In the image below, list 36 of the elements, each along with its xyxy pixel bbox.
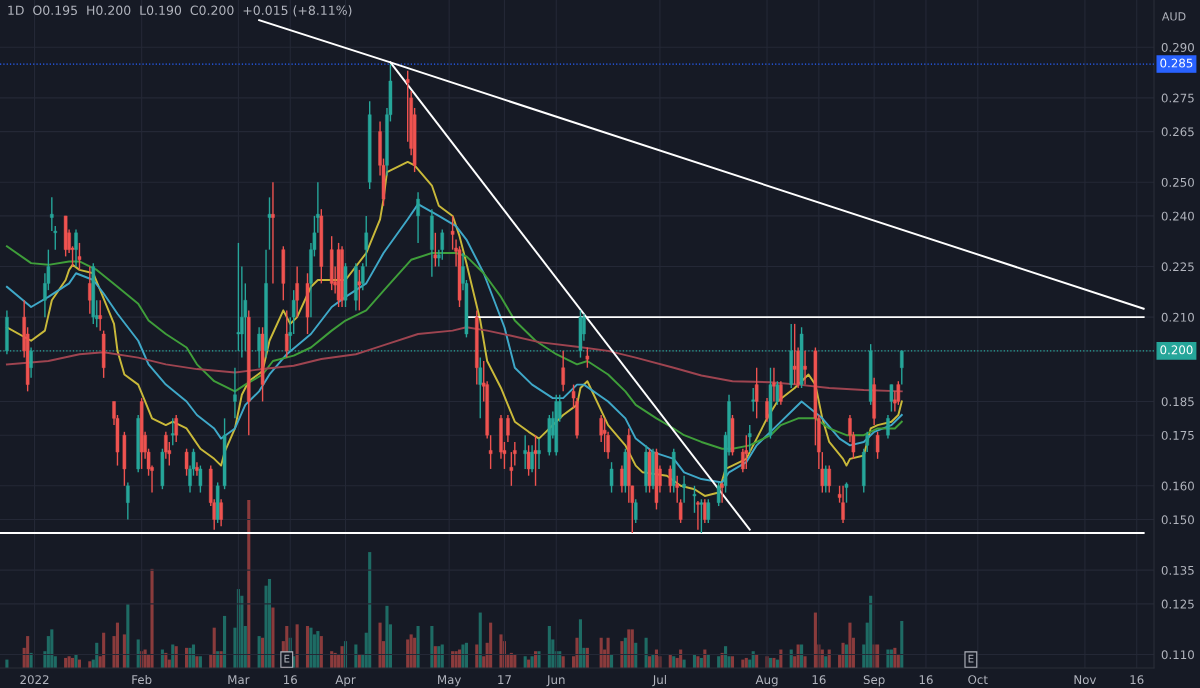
annotation: 1D O0.195 H0.200 L0.190 C0.200 +0.015 (+8.11%)	[8, 5, 352, 17]
x-tick-label: 16	[1130, 675, 1144, 685]
x-tick-label: Feb	[132, 674, 152, 685]
y-tick-label: 0.290	[1161, 42, 1194, 52]
y-tick-label: 0.275	[1161, 93, 1194, 103]
y-tick-label: 0.250	[1161, 177, 1194, 187]
x-tick-label: 17	[498, 675, 511, 684]
x-tick-label: Jul	[652, 674, 666, 687]
x-tick-label: 16	[919, 675, 933, 685]
ref-line-label: 0.285	[1160, 58, 1193, 68]
x-tick-label: Nov	[1074, 675, 1097, 685]
y-tick-label: 0.210	[1161, 312, 1194, 322]
ref-line-label: 0.200	[1160, 345, 1193, 355]
y-tick-label: 0.175	[1161, 430, 1194, 440]
x-tick-label: Sep	[863, 675, 885, 687]
y-tick-label: 0.185	[1161, 397, 1194, 407]
y-tick-label: 0.265	[1161, 127, 1194, 137]
y-tick-label: 0.135	[1161, 565, 1194, 575]
x-tick-label: 2022	[20, 675, 49, 685]
x-tick-label: 16	[812, 675, 826, 685]
y-tick-label: 0.160	[1161, 481, 1194, 491]
y-tick-label: 0.150	[1161, 515, 1194, 525]
x-tick-label: Mar	[228, 675, 250, 685]
y-tick-label: 0.110	[1161, 650, 1194, 660]
y-tick-label: 0.125	[1161, 599, 1194, 609]
x-tick-label: May	[438, 675, 462, 687]
annotation: E	[284, 654, 290, 663]
x-tick-label: Apr	[335, 675, 356, 687]
y-tick-label: 0.240	[1161, 211, 1194, 221]
x-tick-label: Oct	[968, 675, 988, 685]
annotation: E	[968, 654, 974, 663]
y-axis-title: AUD	[1161, 12, 1186, 21]
x-tick-label: Jun	[546, 675, 565, 687]
y-tick-label: 0.225	[1161, 262, 1194, 272]
x-tick-label: 16	[284, 675, 297, 685]
x-tick-label: Aug	[755, 675, 778, 687]
